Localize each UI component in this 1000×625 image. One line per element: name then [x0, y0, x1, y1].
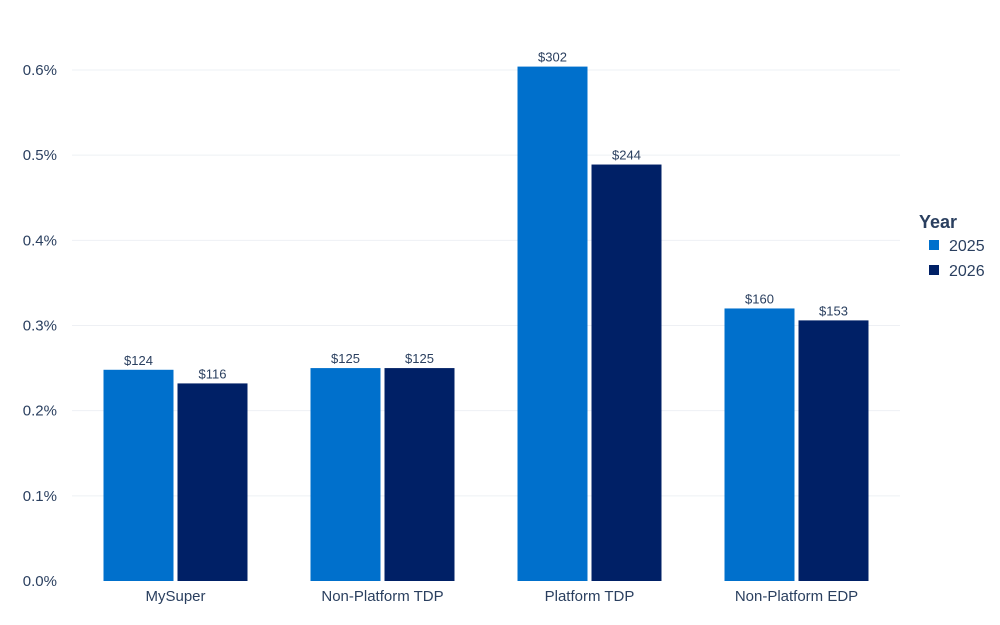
x-axis-categories: MySuper Non-Platform TDP Platform TDP Non-P…: [145, 588, 858, 605]
bar-2025-1: [310, 368, 381, 581]
y-tick-label: 0.3%: [23, 318, 57, 335]
bar-2026-1: [384, 368, 455, 581]
y-tick-label: 0.5%: [23, 147, 57, 164]
y-axis-ticks: 0.0% 0.1% 0.2% 0.3% 0.4% 0.5% 0.6%: [23, 62, 57, 590]
legend-swatch-2026[interactable]: [929, 265, 939, 275]
x-category-label: Non-Platform EDP: [735, 588, 858, 605]
data-label: $124: [124, 353, 153, 368]
data-label: $125: [405, 351, 434, 366]
data-label: $244: [612, 148, 641, 163]
bar-2026-0: [177, 383, 248, 581]
bar-2026-2: [591, 164, 662, 581]
legend: Year 2025 2026: [919, 212, 985, 280]
y-tick-label: 0.4%: [23, 232, 57, 249]
bar-2025-0: [103, 369, 174, 581]
y-tick-label: 0.2%: [23, 403, 57, 420]
bars: [103, 66, 869, 582]
data-label: $125: [331, 351, 360, 366]
x-category-label: Platform TDP: [545, 588, 635, 605]
bar-2025-3: [724, 308, 795, 581]
y-tick-label: 0.0%: [23, 573, 57, 590]
data-label: $160: [745, 291, 774, 306]
legend-item-label[interactable]: 2025: [949, 238, 985, 255]
legend-swatch-2025[interactable]: [929, 240, 939, 250]
data-label: $302: [538, 50, 567, 65]
data-label: $116: [199, 366, 227, 381]
data-labels: $124 $116 $125 $125 $302 $244 $160 $153: [124, 50, 848, 382]
legend-item-label[interactable]: 2026: [949, 263, 985, 280]
x-category-label: MySuper: [145, 588, 205, 605]
legend-title: Year: [919, 212, 957, 232]
y-tick-label: 0.1%: [23, 488, 57, 505]
bar-2025-2: [517, 66, 588, 582]
x-category-label: Non-Platform TDP: [321, 588, 443, 605]
y-tick-label: 0.6%: [23, 62, 57, 79]
bar-2026-3: [798, 320, 869, 581]
data-label: $153: [819, 303, 848, 318]
